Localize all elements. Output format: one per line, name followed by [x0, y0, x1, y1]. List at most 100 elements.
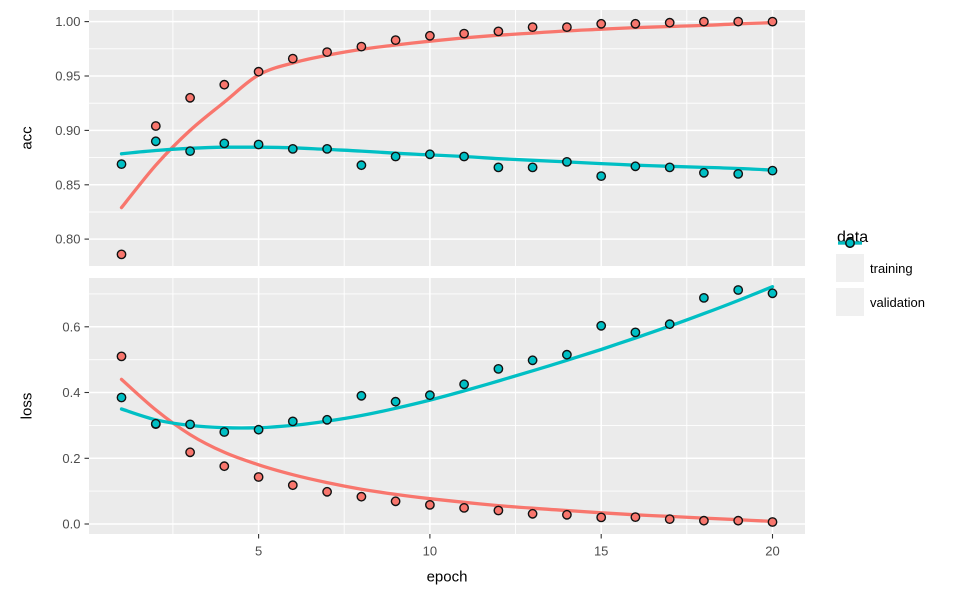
data-point-training-loss [287, 480, 298, 491]
data-point-training-loss [322, 486, 332, 497]
data-point-validation-acc [219, 138, 230, 149]
data-point-validation-acc [699, 167, 709, 178]
data-point-training-acc [562, 22, 572, 33]
data-point-training-acc [630, 18, 641, 29]
data-point-training-acc [424, 30, 435, 41]
y-tick-label-loss: 0.0 [62, 517, 80, 532]
legend-entry-validation: validation [836, 238, 925, 316]
x-tick-label: 20 [765, 544, 779, 559]
y-axis-title-loss: loss [18, 392, 36, 420]
data-point-training-acc [459, 28, 469, 39]
data-point-training-loss [390, 496, 401, 507]
y-tick-label-acc: 0.80 [55, 232, 80, 247]
data-point-training-loss [767, 517, 778, 527]
data-point-validation-acc [767, 165, 778, 176]
legend-label-validation: validation [870, 294, 925, 310]
legend-key-glyph-validation-icon [838, 238, 862, 248]
data-point-training-loss [459, 502, 469, 513]
data-point-validation-acc [322, 143, 332, 154]
data-point-validation-acc [664, 162, 675, 173]
data-point-validation-acc [287, 143, 298, 154]
data-point-validation-loss [664, 319, 675, 330]
data-point-validation-loss [356, 390, 367, 401]
data-point-training-loss [664, 514, 675, 524]
data-point-training-acc [287, 53, 298, 64]
data-point-validation-acc [493, 162, 504, 173]
data-point-validation-loss [185, 419, 196, 430]
data-point-validation-loss [767, 288, 778, 299]
data-point-validation-acc [630, 161, 641, 172]
y-tick-label-acc: 0.95 [55, 69, 80, 84]
data-point-validation-acc [527, 162, 538, 173]
data-point-training-acc [390, 35, 401, 45]
data-point-validation-acc [185, 146, 196, 157]
data-point-training-loss [493, 505, 504, 516]
data-point-training-acc [150, 121, 161, 131]
x-tick-label: 15 [594, 544, 608, 559]
x-tick-label: 5 [255, 544, 262, 559]
data-point-validation-loss [527, 355, 538, 366]
data-point-training-acc [664, 17, 675, 28]
data-point-validation-acc [150, 136, 161, 147]
y-tick-label-loss: 0.6 [62, 319, 80, 334]
x-axis-title: epoch [426, 568, 468, 586]
data-point-training-loss [562, 509, 572, 520]
data-point-validation-loss [150, 418, 161, 429]
data-point-validation-loss [630, 327, 641, 338]
data-point-validation-acc [253, 139, 264, 150]
y-tick-label-acc: 0.85 [55, 177, 80, 192]
x-tick-label: 10 [423, 544, 437, 559]
data-point-training-acc [185, 92, 196, 103]
data-point-training-acc [527, 22, 538, 33]
legend-key-training [836, 238, 864, 282]
y-tick-label-loss: 0.2 [62, 451, 80, 466]
data-point-validation-loss [493, 363, 504, 374]
data-point-training-loss [219, 461, 230, 472]
data-point-training-acc [116, 249, 127, 260]
data-point-validation-loss [699, 292, 709, 303]
data-point-training-acc [493, 26, 504, 37]
data-point-training-acc [767, 16, 778, 27]
data-point-validation-loss [390, 396, 401, 407]
data-point-training-loss [630, 512, 641, 522]
data-point-validation-loss [116, 392, 127, 403]
data-point-validation-loss [322, 414, 332, 425]
y-tick-label-loss: 0.4 [62, 385, 80, 400]
data-point-validation-acc [116, 159, 127, 170]
data-point-validation-loss [424, 390, 435, 401]
data-point-validation-loss [596, 320, 607, 331]
legend: data training validation [836, 229, 925, 322]
data-point-training-loss [733, 515, 744, 526]
data-point-training-acc [219, 79, 230, 90]
data-point-validation-acc [459, 151, 469, 162]
data-point-validation-loss [459, 379, 469, 390]
data-point-validation-loss [562, 349, 572, 360]
data-point-training-acc [356, 41, 367, 52]
data-point-validation-loss [253, 424, 264, 435]
data-point-training-loss [527, 508, 538, 519]
data-point-validation-acc [356, 160, 367, 171]
legend-entry-training: training [836, 238, 925, 282]
y-tick-label-acc: 0.90 [55, 123, 80, 138]
y-tick-label-acc: 1.00 [55, 14, 80, 29]
data-point-training-acc [733, 16, 744, 27]
data-point-training-acc [253, 66, 264, 77]
data-point-training-loss [253, 472, 264, 482]
data-point-validation-loss [219, 427, 230, 437]
legend-label-training: training [870, 260, 913, 276]
data-point-training-acc [699, 16, 709, 27]
data-point-validation-acc [424, 149, 435, 160]
data-point-validation-loss [287, 416, 298, 427]
panel-acc [89, 10, 805, 266]
data-point-training-loss [356, 491, 367, 502]
data-point-validation-acc [733, 168, 744, 179]
data-point-training-acc [322, 47, 332, 57]
data-point-training-acc [596, 18, 607, 29]
data-point-training-loss [185, 447, 196, 458]
legend-key-validation [836, 238, 864, 316]
data-point-training-loss [116, 351, 127, 362]
data-point-validation-acc [596, 171, 607, 182]
data-point-training-loss [699, 515, 709, 526]
